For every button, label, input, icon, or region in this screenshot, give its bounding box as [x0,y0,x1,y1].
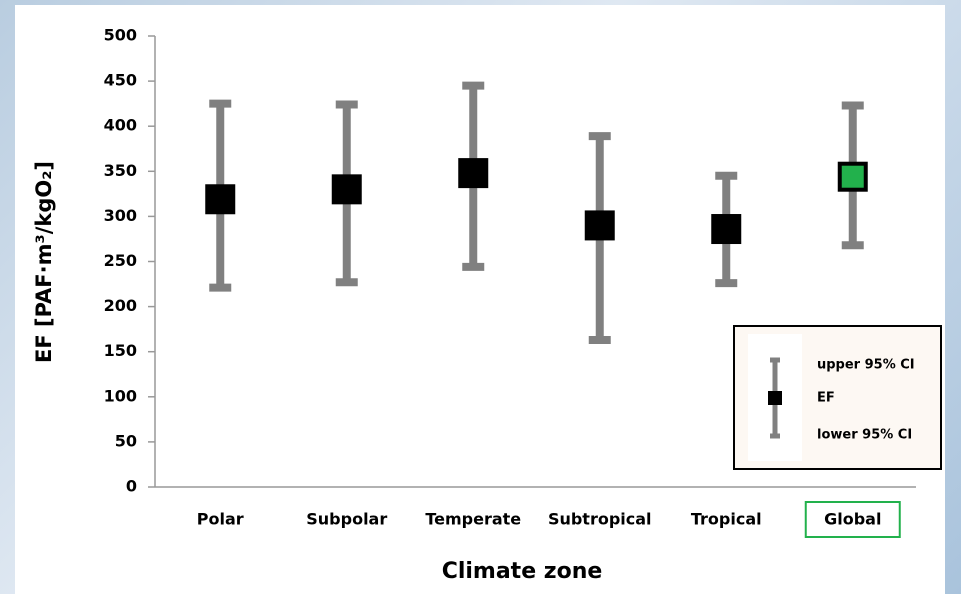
point [584,210,615,241]
y-tick-label: 300 [104,206,137,225]
y-tick-label: 0 [126,477,137,496]
y-tick-label: 450 [104,71,137,90]
y-tick-label: 200 [104,296,137,315]
x-axis-title: Climate zone [442,559,603,584]
x-tick-label: Tropical [691,510,762,529]
y-tick-label: 100 [104,386,137,405]
point [458,158,489,189]
x-tick-label: Temperate [425,510,521,529]
legend-label: EF [817,391,835,406]
y-tick-label: 250 [104,251,137,270]
y-tick-label: 150 [104,341,137,360]
x-tick-label: Global [824,510,881,529]
x-tick-label: Polar [197,510,244,529]
y-tick-label: 400 [104,116,137,135]
legend-point [768,391,782,405]
x-tick-label: Subpolar [306,510,387,529]
legend-label: lower 95% CI [817,428,912,443]
legend-label: upper 95% CI [817,358,915,373]
category-highlight [804,501,901,538]
chart-panel [15,5,945,594]
point [331,174,362,205]
y-tick-label: 50 [115,431,137,450]
point [711,214,742,245]
y-tick-label: 500 [104,26,137,45]
y-tick-label: 350 [104,161,137,180]
point [837,161,868,192]
point [205,184,236,215]
x-tick-label: Subtropical [548,510,652,529]
y-axis-title: EF [PAF·m³/kgO₂] [32,161,56,363]
